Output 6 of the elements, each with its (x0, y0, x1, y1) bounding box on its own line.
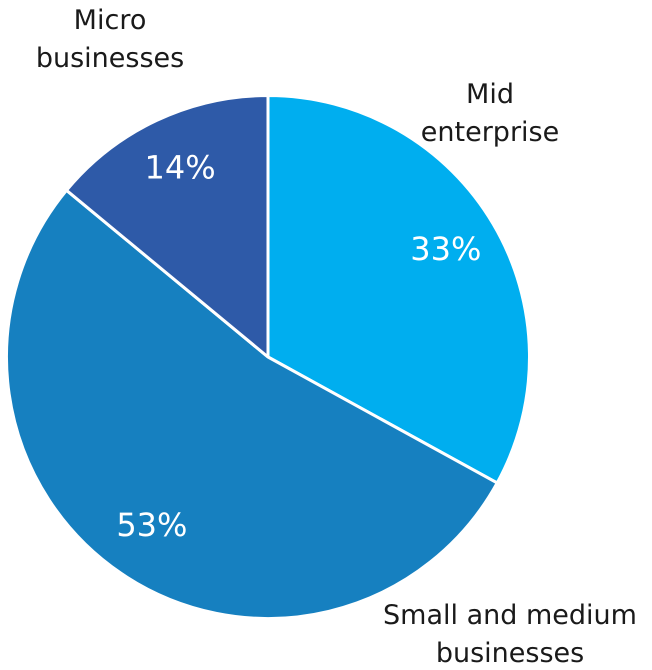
data-label: 33% (410, 230, 482, 268)
data-label: 14% (144, 148, 216, 186)
slice-label: Small and medium businesses (383, 600, 637, 670)
data-label: 53% (116, 506, 188, 544)
slice-label: Micro businesses (36, 5, 184, 74)
slice-label: Mid enterprise (420, 79, 560, 148)
